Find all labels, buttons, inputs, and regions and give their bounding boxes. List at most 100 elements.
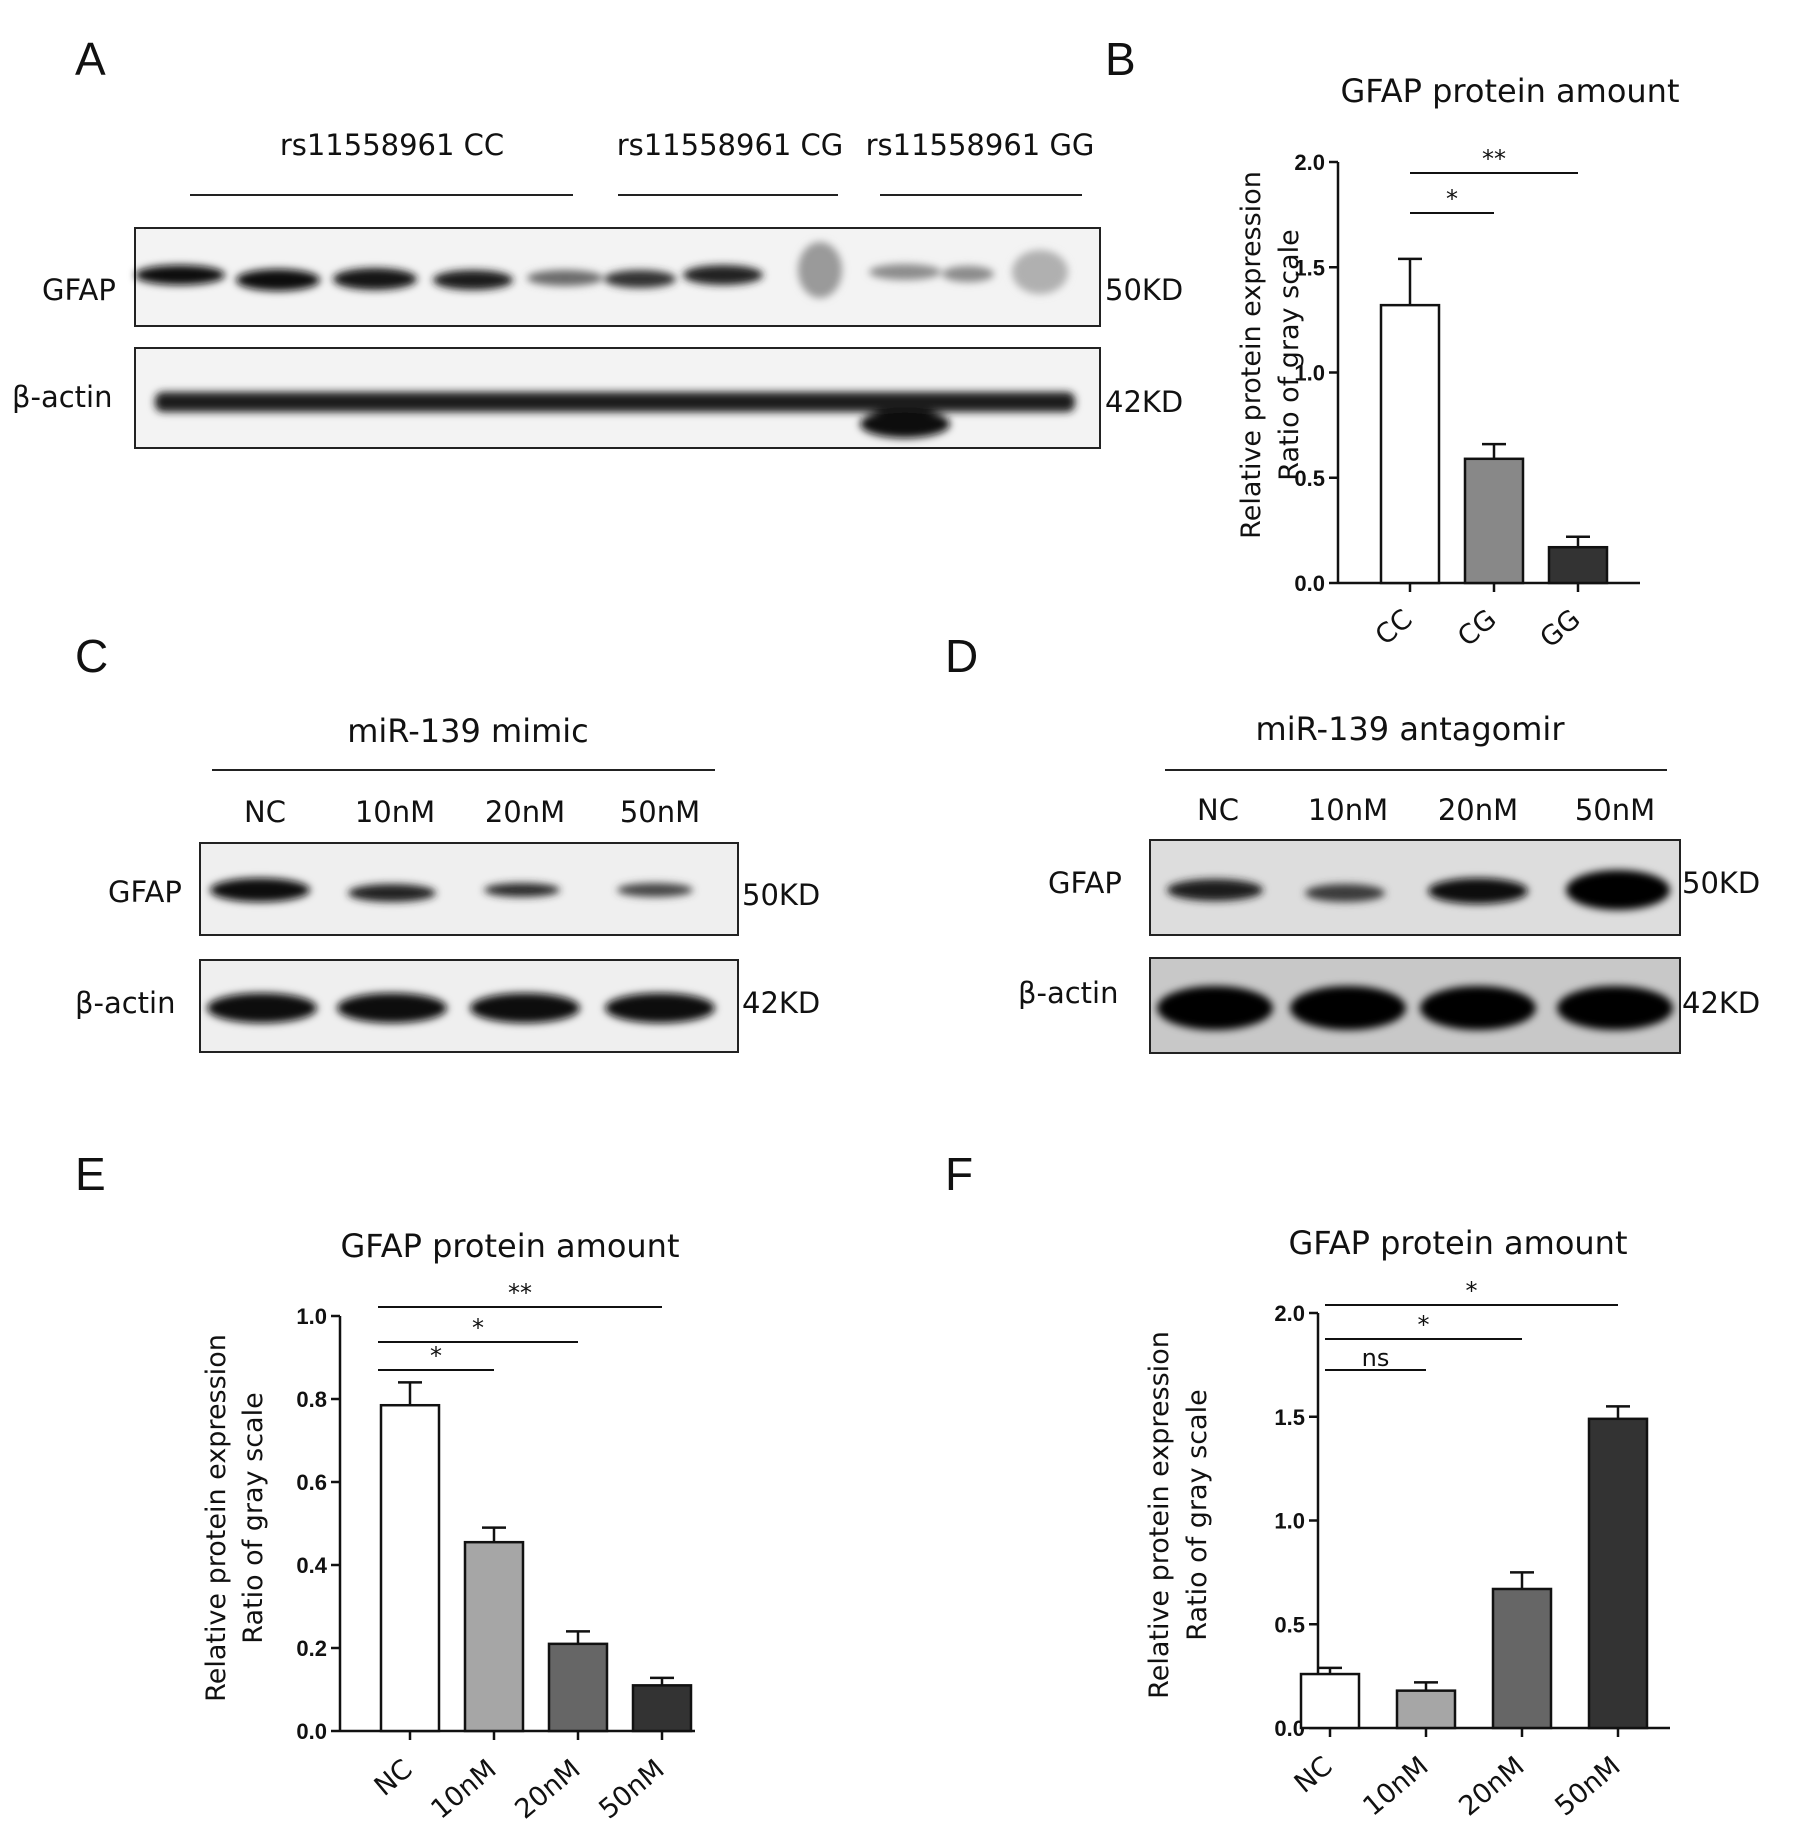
blot-d-gfap-band — [1305, 884, 1385, 902]
bar — [379, 1403, 441, 1733]
chart-e: GFAP protein amount Relative protein expr… — [201, 1227, 695, 1825]
x-tick-label: NC — [369, 1754, 419, 1803]
blot-d-actin-band — [1420, 986, 1536, 1030]
blot-a-gfap-band — [527, 270, 603, 286]
blot-d-gfap-bands — [1167, 870, 1670, 910]
y-tick-label: 1.0 — [1274, 1509, 1305, 1534]
blot-c-gfap-bands — [210, 878, 693, 902]
y-tick-label: 2.0 — [1274, 1301, 1305, 1326]
y-axis-label: Ratio of gray scale — [1274, 229, 1305, 480]
blot-a: rs11558961 CC rs11558961 CG rs11558961 G… — [12, 128, 1183, 449]
blot-c-gfap-band — [348, 884, 436, 902]
x-tick-label: 50nM — [593, 1754, 670, 1825]
y-tick-label: 1.0 — [1294, 361, 1325, 386]
blot-a-gfap-band — [1012, 250, 1068, 294]
x-tick-label: 20nM — [509, 1754, 586, 1825]
blot-c-gfap-size: 50KD — [742, 878, 820, 912]
significance-label: ** — [1482, 145, 1506, 173]
blot-a-actin-bands — [155, 392, 1075, 438]
significance-label: * — [1418, 1311, 1430, 1339]
x-tick-label: 10nM — [425, 1754, 502, 1825]
bar — [1491, 1587, 1553, 1730]
panel-label-d: D — [945, 630, 978, 682]
blot-c-actin-size: 42KD — [742, 986, 820, 1020]
blot-a-gfap-band — [135, 265, 225, 285]
blot-a-actin-band — [155, 392, 1075, 412]
blot-c: miR-139 mimic NC 10nM 20nM 50nM GFAP 50K… — [75, 712, 820, 1053]
significance-label: * — [1466, 1277, 1478, 1305]
y-axis-label: Relative protein expression — [1236, 171, 1267, 539]
blot-c-gfap-band — [210, 878, 310, 902]
chart-title: GFAP protein amount — [340, 1227, 679, 1265]
y-tick-label: 0.0 — [1294, 571, 1325, 596]
blot-d-actin-label: β-actin — [1018, 976, 1119, 1010]
blot-c-lane-10nm: 10nM — [355, 795, 435, 829]
blot-d: miR-139 antagomir NC 10nM 20nM 50nM GFAP… — [1018, 710, 1760, 1054]
y-tick-label: 0.6 — [296, 1470, 327, 1495]
blot-d-lane-20nm: 20nM — [1438, 793, 1518, 827]
y-tick-label: 0.5 — [1294, 466, 1325, 491]
blot-a-gfap-band — [433, 270, 513, 290]
blot-c-actin-label: β-actin — [75, 986, 176, 1020]
blot-d-gfap-label: GFAP — [1048, 866, 1122, 900]
blot-a-actin-band — [860, 410, 950, 438]
significance-label: ns — [1362, 1344, 1390, 1372]
blot-c-actin-band — [605, 993, 715, 1023]
blot-a-group-cg: rs11558961 CG — [617, 128, 844, 162]
x-tick-label: CC — [1370, 604, 1419, 652]
blot-c-actin-band — [470, 993, 580, 1023]
y-axis-label: Ratio of gray scale — [1182, 1389, 1213, 1640]
significance-label: * — [1446, 185, 1458, 213]
blot-c-lane-20nm: 20nM — [485, 795, 565, 829]
y-tick-label: 0.8 — [296, 1387, 327, 1412]
significance-label: * — [472, 1314, 484, 1342]
bar — [1379, 303, 1441, 585]
blot-a-gfap-band — [333, 268, 417, 290]
panel-label-f: F — [945, 1148, 973, 1200]
blot-d-actin-band — [1557, 986, 1673, 1030]
blot-d-gfap-size: 50KD — [1682, 866, 1760, 900]
blot-d-title: miR-139 antagomir — [1256, 710, 1566, 748]
y-tick-label: 1.5 — [1274, 1405, 1305, 1430]
blot-a-group-gg: rs11558961 GG — [866, 128, 1095, 162]
blot-c-actin-bands — [207, 993, 715, 1023]
blot-d-lane-nc: NC — [1197, 793, 1239, 827]
bar — [547, 1642, 609, 1733]
panel-label-a: A — [75, 33, 106, 85]
blot-d-actin-band — [1157, 986, 1273, 1030]
bar — [1395, 1689, 1457, 1730]
blot-c-actin-band — [337, 993, 447, 1023]
blot-d-gfap-band — [1566, 870, 1670, 910]
bar — [631, 1684, 693, 1733]
blot-c-actin-band — [207, 993, 317, 1023]
x-tick-label: 20nM — [1453, 1751, 1530, 1823]
blot-c-title: miR-139 mimic — [347, 712, 589, 750]
y-tick-label: 2.0 — [1294, 150, 1325, 175]
x-tick-label: NC — [1289, 1751, 1339, 1800]
y-axis-label: Ratio of gray scale — [238, 1392, 269, 1643]
blot-a-gfap-band — [683, 265, 763, 285]
blot-a-gfap-band — [942, 266, 994, 282]
chart-title: GFAP protein amount — [1288, 1224, 1627, 1262]
blot-c-lane-nc: NC — [244, 795, 286, 829]
x-tick-label: GG — [1535, 604, 1587, 655]
blot-d-actin-band — [1290, 986, 1406, 1030]
blot-a-gfap-band — [236, 269, 320, 291]
bar — [463, 1540, 525, 1733]
bar — [1299, 1672, 1361, 1730]
blot-c-gfap-band — [484, 883, 560, 897]
blot-d-lane-10nm: 10nM — [1308, 793, 1388, 827]
blot-a-gfap-band — [869, 264, 941, 280]
chart-b: GFAP protein amount Relative protein expr… — [1236, 72, 1680, 654]
blot-c-gfap-band — [617, 883, 693, 897]
blot-a-gfap-label: GFAP — [42, 273, 116, 307]
panel-label-e: E — [75, 1148, 106, 1200]
blot-d-actin-bands — [1157, 986, 1673, 1030]
panel-label-c: C — [75, 630, 108, 682]
bar — [1463, 457, 1525, 585]
blot-a-gfap-band — [604, 270, 676, 288]
blot-a-gfap-band — [798, 242, 842, 298]
blot-c-gfap-label: GFAP — [108, 875, 182, 909]
blot-d-gfap-band — [1167, 879, 1263, 901]
